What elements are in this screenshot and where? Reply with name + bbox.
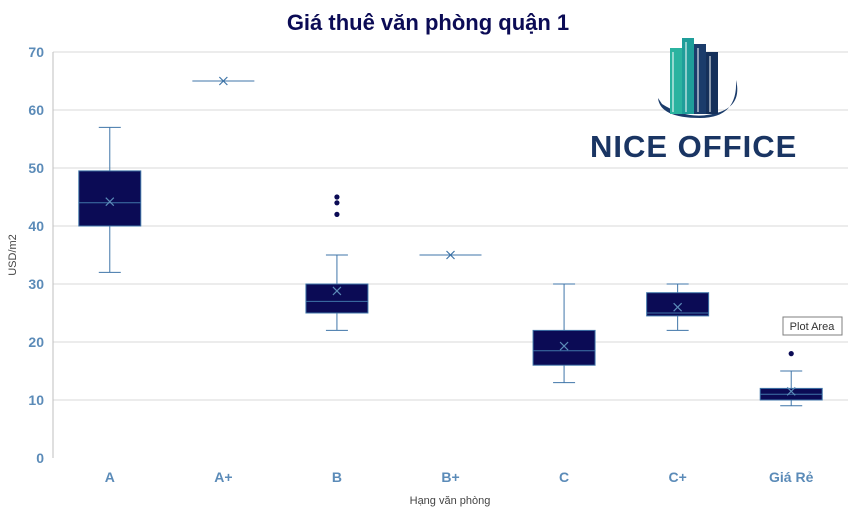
x-tick-label: A+ [214, 469, 232, 485]
box-group [759, 351, 823, 407]
mean-marker [446, 250, 455, 260]
y-axis-ticks: 0 10 20 30 40 50 60 70 [28, 44, 44, 466]
nice-office-logo: NICE OFFICE [590, 38, 797, 164]
y-tick-label: 20 [28, 334, 44, 350]
box [305, 283, 369, 314]
y-tick-label: 0 [36, 450, 44, 466]
mean-marker [218, 76, 228, 86]
box-group [646, 283, 710, 331]
y-tick-label: 40 [28, 218, 44, 234]
box-group [305, 194, 369, 331]
x-tick-label: A [105, 469, 115, 485]
box [78, 170, 142, 227]
x-axis-ticks: A A+ B B+ C C+ Giá Rẻ [105, 469, 814, 485]
mean-marker [786, 386, 796, 396]
box-series [78, 76, 823, 407]
outlier-point [334, 200, 340, 206]
y-tick-label: 50 [28, 160, 44, 176]
y-tick-label: 60 [28, 102, 44, 118]
box [646, 292, 710, 317]
mean-marker [559, 341, 569, 351]
x-tick-label: C [559, 469, 569, 485]
box-group [78, 126, 142, 273]
x-tick-label: Giá Rẻ [769, 469, 814, 485]
outlier-point [334, 194, 340, 200]
tooltip-text: Plot Area [790, 321, 836, 333]
mean-marker [105, 197, 115, 207]
box-group [192, 76, 255, 86]
gridlines [53, 51, 848, 401]
y-tick-label: 70 [28, 44, 44, 60]
x-tick-label: B [332, 469, 342, 485]
y-tick-label: 10 [28, 392, 44, 408]
y-axis-label: USD/m2 [7, 234, 19, 276]
y-tick-label: 30 [28, 276, 44, 292]
mean-marker [332, 286, 342, 296]
plot-area-tooltip: Plot Area [782, 316, 843, 336]
x-tick-label: B+ [441, 469, 459, 485]
mean-marker [673, 302, 683, 312]
x-tick-label: C+ [668, 469, 686, 485]
logo-text: NICE OFFICE [590, 129, 797, 164]
x-axis-label: Hạng văn phòng [410, 495, 491, 507]
box [532, 329, 596, 366]
outlier-point [334, 211, 340, 217]
box-group [419, 250, 482, 260]
outlier-point [788, 351, 794, 357]
building-icon [658, 38, 738, 118]
chart-title: Giá thuê văn phòng quận 1 [287, 10, 569, 35]
box-group [532, 283, 596, 384]
